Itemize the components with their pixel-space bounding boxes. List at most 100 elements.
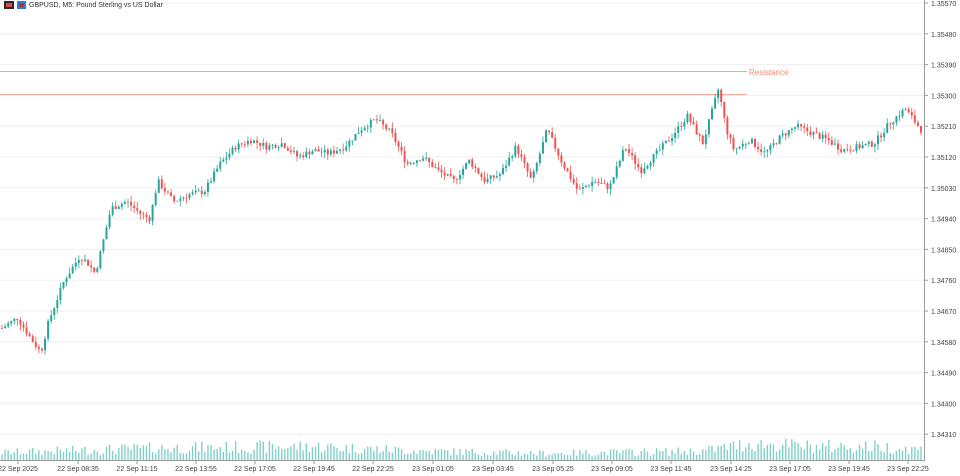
volume-bar	[486, 454, 489, 460]
candle-body	[812, 132, 815, 135]
candle-body	[246, 140, 249, 145]
volume-bar	[179, 452, 181, 460]
price-tick-label: 1.34400	[931, 401, 956, 408]
volume-bar	[597, 454, 599, 460]
candle-body	[523, 156, 526, 164]
candle-body	[766, 150, 769, 152]
candle-body	[508, 157, 511, 166]
volume-bar	[262, 441, 264, 460]
volume-bar	[616, 450, 618, 460]
volume-bar	[680, 453, 682, 460]
volume-bar	[548, 454, 550, 460]
volume-bar	[840, 442, 842, 460]
volume-bar	[44, 449, 46, 460]
resistance-lines[interactable]	[0, 71, 747, 95]
volume-bar	[50, 451, 52, 460]
volume-bar	[10, 454, 12, 460]
candle-body	[265, 143, 268, 150]
volume-bar	[164, 449, 166, 460]
candle-body	[591, 182, 594, 186]
candle-body	[412, 162, 415, 164]
candle-body	[572, 179, 575, 184]
volume-bar	[320, 452, 323, 460]
candle-body	[462, 168, 465, 176]
time-tick-label: 23 Sep 01:05	[412, 466, 454, 473]
symbol-flag-icon	[17, 1, 26, 9]
candle-body	[545, 130, 548, 143]
candle-body	[139, 210, 142, 214]
candle-body	[382, 120, 385, 125]
volume-bar	[250, 453, 252, 460]
volume-bar	[327, 444, 329, 460]
volume-bar	[468, 450, 470, 460]
volume-bar	[62, 452, 65, 460]
volume-bar	[277, 446, 280, 460]
volume-bar	[911, 446, 913, 460]
candle-body	[182, 197, 185, 199]
candle-body	[793, 127, 796, 129]
volume-bar	[339, 450, 341, 460]
candle-body	[803, 126, 806, 128]
candle-body	[274, 144, 277, 148]
candle-body	[213, 171, 216, 182]
candle-body	[787, 130, 790, 136]
volume-bar	[606, 455, 609, 460]
volume-bar	[317, 442, 320, 460]
candle-body	[354, 133, 357, 141]
time-tick-label: 23 Sep 09:05	[591, 466, 633, 473]
candle-body	[701, 135, 704, 145]
volume-bar	[686, 454, 689, 460]
volume-bar	[431, 454, 434, 460]
volume-bar	[259, 440, 261, 460]
volume-bar	[788, 447, 790, 460]
candle-body	[913, 115, 916, 123]
volume-bar	[545, 456, 547, 460]
candle-body	[47, 320, 50, 339]
time-axis[interactable]: 22 Sep 2025 22 Sep 08:35 22 Sep 11:15 22 Se…	[0, 460, 929, 473]
candle-body	[830, 140, 833, 145]
volume-bar	[118, 448, 120, 460]
volume-bar	[284, 449, 286, 460]
volume-bar	[244, 450, 246, 460]
volume-bar	[877, 444, 879, 460]
candle-body	[145, 214, 148, 218]
candle-body	[188, 194, 191, 199]
volume-bar	[603, 451, 606, 460]
price-tick-label: 1.34580	[931, 340, 956, 347]
volume-bar	[483, 452, 486, 460]
price-tick-label: 1.34310	[931, 432, 956, 439]
volume-bar	[806, 440, 808, 460]
volume-bar	[539, 450, 541, 460]
candle-body	[852, 150, 855, 152]
volume-bar	[874, 440, 876, 460]
candle-body	[323, 149, 326, 153]
volume-bar	[834, 449, 836, 460]
volume-bar	[462, 455, 464, 460]
candle-body	[249, 140, 252, 144]
volume-bar	[815, 444, 818, 460]
candle-body	[50, 315, 53, 321]
volume-bar	[662, 450, 664, 460]
candle-body	[815, 132, 818, 134]
candle-body	[640, 167, 643, 173]
volume-bar	[649, 455, 652, 460]
candle-body	[452, 176, 455, 180]
price-tick-label: 1.34760	[931, 278, 956, 285]
candle-body	[772, 143, 775, 146]
volume-bar	[170, 451, 172, 460]
candle-body	[111, 206, 114, 215]
candle-body	[13, 318, 16, 322]
candle-body	[157, 179, 160, 193]
volume-bar	[111, 450, 114, 460]
volume-bar	[828, 440, 830, 460]
volume-bar	[646, 451, 649, 460]
volume-bar	[446, 450, 449, 460]
candle-body	[93, 267, 96, 272]
candle-body	[28, 333, 31, 337]
volume-bar	[898, 448, 901, 460]
candle-body	[649, 162, 652, 166]
candle-body	[108, 214, 111, 228]
price-axis[interactable]: 1.35570 1.35480 1.35390 1.35300 1.35210 1.351…	[924, 1, 956, 439]
volume-bar	[729, 443, 732, 460]
